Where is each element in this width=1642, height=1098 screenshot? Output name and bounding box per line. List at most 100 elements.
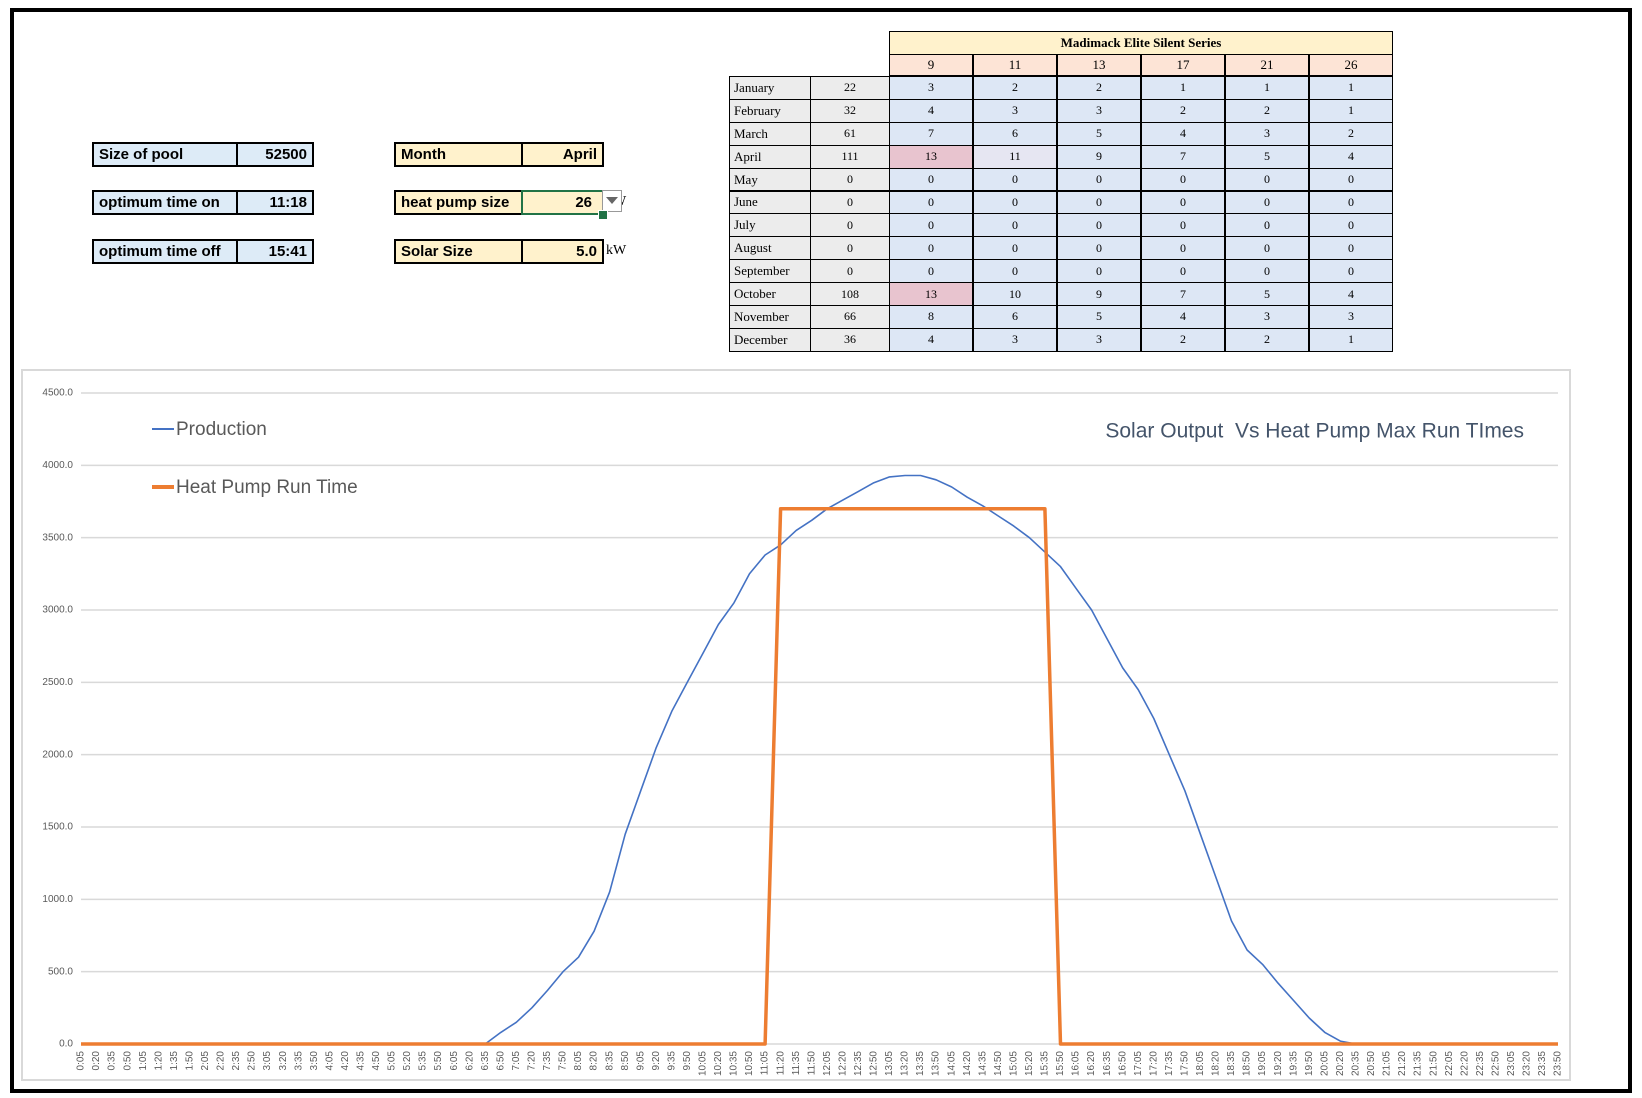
x-tick-label: 22:50	[1490, 1051, 1501, 1076]
input-label: heat pump size	[394, 190, 523, 215]
total-cell: 66	[810, 305, 890, 329]
x-tick-label: 1:05	[138, 1051, 149, 1071]
x-tick-label: 1:35	[169, 1051, 180, 1071]
x-tick-label: 5:50	[433, 1051, 444, 1071]
x-tick-label: 9:35	[666, 1051, 677, 1071]
x-tick-label: 8:35	[604, 1051, 615, 1071]
x-tick-label: 19:05	[1257, 1051, 1268, 1076]
value-cell: 2	[1141, 98, 1225, 123]
x-tick-label: 17:35	[1164, 1051, 1175, 1076]
x-tick-label: 0:35	[107, 1051, 118, 1071]
value-cell: 1	[1309, 76, 1393, 100]
value-cell: 2	[973, 76, 1057, 100]
value-cell: 13	[889, 282, 973, 306]
x-tick-label: 23:35	[1537, 1051, 1548, 1076]
column-header: 26	[1309, 54, 1393, 76]
selection-handle	[598, 210, 608, 220]
value-cell: 9	[1057, 144, 1141, 169]
column-header: 9	[889, 54, 973, 76]
value-cell: 2	[1057, 76, 1141, 100]
x-tick-label: 16:05	[1071, 1051, 1082, 1076]
month-cell: December	[729, 327, 811, 352]
y-tick-label: 4000.0	[42, 460, 73, 471]
value-cell: 6	[973, 121, 1057, 146]
column-header: 13	[1057, 54, 1141, 76]
y-tick-label: 1000.0	[42, 894, 73, 905]
value-cell: 0	[1225, 167, 1309, 192]
y-tick-label: 500.0	[48, 966, 73, 977]
x-tick-label: 13:05	[884, 1051, 895, 1076]
value-cell: 0	[1141, 259, 1225, 284]
value-cell: 0	[889, 259, 973, 284]
input-value[interactable]: April	[521, 142, 604, 167]
input-value[interactable]: 26	[521, 190, 604, 215]
month-cell: March	[729, 121, 811, 146]
x-tick-label: 19:50	[1304, 1051, 1315, 1076]
month-cell: October	[729, 282, 811, 306]
y-tick-label: 3500.0	[42, 532, 73, 543]
x-tick-label: 16:20	[1086, 1051, 1097, 1076]
value-cell: 2	[1225, 327, 1309, 352]
x-tick-label: 20:05	[1319, 1051, 1330, 1076]
x-tick-label: 3:20	[278, 1051, 289, 1071]
x-tick-label: 7:20	[527, 1051, 538, 1071]
x-tick-label: 19:35	[1288, 1051, 1299, 1076]
value-cell: 4	[1141, 121, 1225, 146]
y-tick-label: 2500.0	[42, 677, 73, 688]
value-cell: 0	[1309, 167, 1393, 192]
x-tick-label: 6:20	[464, 1051, 475, 1071]
month-cell: June	[729, 190, 811, 215]
total-cell: 36	[810, 327, 890, 352]
column-header: 11	[973, 54, 1057, 76]
value-cell: 0	[889, 190, 973, 215]
value-cell: 3	[1225, 121, 1309, 146]
value-cell: 5	[1057, 121, 1141, 146]
value-cell: 0	[1141, 236, 1225, 261]
x-tick-label: 13:50	[931, 1051, 942, 1076]
value-cell: 3	[1225, 305, 1309, 329]
value-cell: 0	[1309, 259, 1393, 284]
x-tick-label: 9:05	[635, 1051, 646, 1071]
value-cell: 4	[1141, 305, 1225, 329]
x-tick-label: 18:50	[1242, 1051, 1253, 1076]
dropdown-button[interactable]	[602, 190, 622, 212]
value-cell: 0	[973, 259, 1057, 284]
x-tick-label: 8:50	[620, 1051, 631, 1071]
x-tick-label: 2:35	[231, 1051, 242, 1071]
x-tick-label: 4:35	[355, 1051, 366, 1071]
value-cell: 5	[1225, 144, 1309, 169]
value-cell: 2	[1309, 121, 1393, 146]
x-tick-label: 4:50	[371, 1051, 382, 1071]
input-label: optimum time on	[92, 190, 238, 215]
value-cell: 0	[1225, 190, 1309, 215]
x-tick-label: 21:05	[1382, 1051, 1393, 1076]
value-cell: 0	[1225, 236, 1309, 261]
value-cell: 6	[973, 305, 1057, 329]
x-tick-label: 18:35	[1226, 1051, 1237, 1076]
value-cell: 0	[1141, 167, 1225, 192]
total-cell: 32	[810, 98, 890, 123]
x-tick-label: 21:50	[1428, 1051, 1439, 1076]
value-cell: 0	[1057, 190, 1141, 215]
value-cell: 0	[1057, 167, 1141, 192]
value-cell: 4	[889, 98, 973, 123]
x-tick-label: 10:20	[713, 1051, 724, 1076]
x-tick-label: 13:20	[900, 1051, 911, 1076]
value-cell: 3	[889, 76, 973, 100]
x-tick-label: 9:20	[651, 1051, 662, 1071]
x-tick-label: 15:05	[1008, 1051, 1019, 1076]
y-tick-label: 4500.0	[42, 388, 73, 399]
x-tick-label: 22:20	[1459, 1051, 1470, 1076]
value-cell: 0	[1225, 259, 1309, 284]
x-tick-label: 4:20	[340, 1051, 351, 1071]
x-tick-label: 22:05	[1444, 1051, 1455, 1076]
x-tick-label: 1:20	[153, 1051, 164, 1071]
x-tick-label: 4:05	[324, 1051, 335, 1071]
input-label: Solar Size	[394, 239, 523, 264]
x-tick-label: 3:50	[309, 1051, 320, 1071]
value-cell: 0	[1309, 213, 1393, 238]
data-line	[81, 474, 1558, 1045]
value-cell: 0	[973, 167, 1057, 192]
y-tick-label: 2000.0	[42, 749, 73, 760]
x-tick-label: 5:05	[387, 1051, 398, 1071]
